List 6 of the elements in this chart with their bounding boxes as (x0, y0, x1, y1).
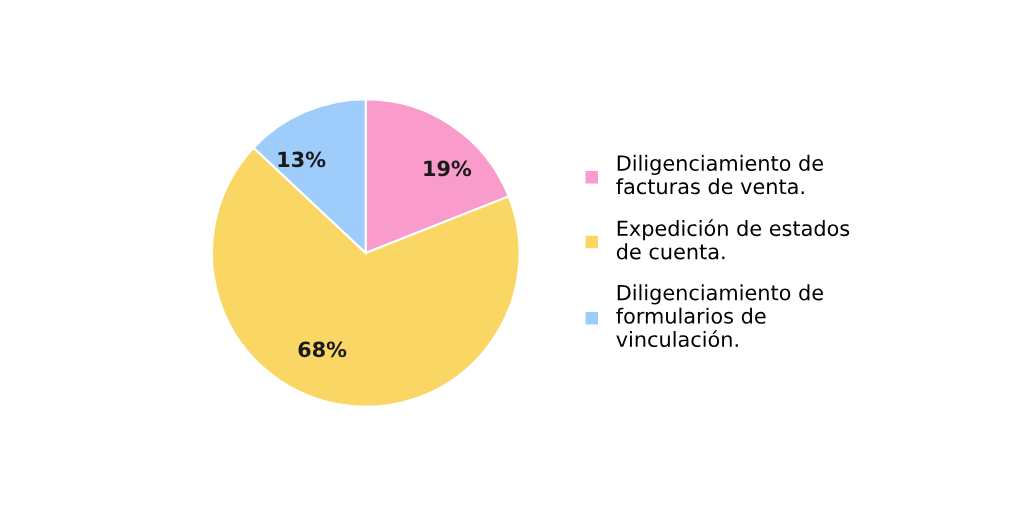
data-label: 19% (424, 160, 472, 177)
data-label: 13% (278, 151, 326, 168)
data-label: 68% (298, 341, 347, 358)
legend-label: Diligenciamiento de formularios de vinculación. (616, 284, 823, 348)
legend-label: Expedición de estados de cuenta. (616, 219, 850, 260)
legend-label: Diligenciamiento de facturas de venta. (616, 154, 823, 195)
